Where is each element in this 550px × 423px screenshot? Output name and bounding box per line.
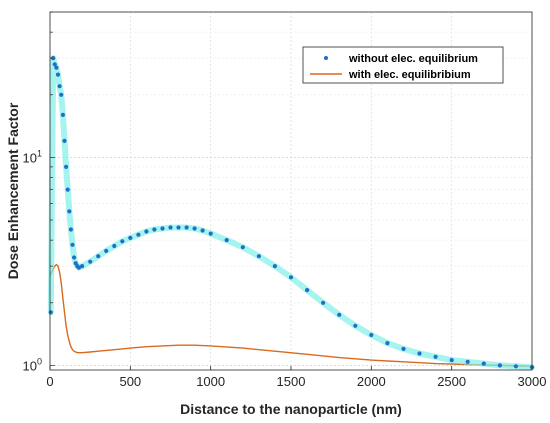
data-point-without-equilibrium — [65, 187, 70, 192]
data-point-without-equilibrium — [128, 235, 133, 240]
legend-box — [302, 46, 504, 84]
data-point-without-equilibrium — [168, 225, 173, 230]
data-point-without-equilibrium — [120, 239, 125, 244]
data-point-without-equilibrium — [72, 255, 77, 260]
data-point-without-equilibrium — [417, 351, 422, 356]
data-point-without-equilibrium — [96, 254, 101, 259]
data-point-without-equilibrium — [353, 323, 358, 328]
data-point-without-equilibrium — [176, 225, 181, 230]
x-tick-label: 0 — [46, 374, 53, 389]
data-point-without-equilibrium — [76, 265, 81, 270]
data-point-without-equilibrium — [481, 361, 486, 366]
data-point-without-equilibrium — [104, 248, 109, 253]
data-point-without-equilibrium — [59, 92, 64, 97]
data-point-without-equilibrium — [224, 238, 229, 243]
data-point-without-equilibrium — [513, 364, 519, 369]
data-point-without-equilibrium — [54, 65, 59, 70]
data-point-without-equilibrium — [497, 363, 502, 368]
data-point-without-equilibrium — [55, 72, 61, 77]
ticks: 0 500 1000 1500 2000 2500 3000 100 101 — [23, 11, 547, 389]
data-point-without-equilibrium — [88, 259, 93, 264]
legend: without elec. equilibrium with elec. equ… — [302, 46, 504, 84]
legend-label-with-equilibrium: with elec. equilibribium — [348, 69, 471, 81]
data-point-without-equilibrium — [401, 346, 406, 351]
data-point-without-equilibrium — [64, 164, 69, 169]
data-point-without-equilibrium — [184, 225, 189, 230]
y-tick-label: 101 — [23, 148, 42, 165]
x-tick-label: 2000 — [357, 374, 386, 389]
x-tick-label: 500 — [119, 374, 141, 389]
data-point-without-equilibrium — [369, 332, 374, 338]
data-point-without-equilibrium — [449, 358, 454, 363]
data-point-without-equilibrium — [51, 56, 56, 61]
legend-marker-without-equilibrium — [324, 56, 328, 60]
data-point-without-equilibrium — [68, 227, 73, 232]
data-point-without-equilibrium — [321, 300, 326, 305]
data-point-without-equilibrium — [67, 209, 72, 214]
x-tick-label: 3000 — [518, 374, 547, 389]
data-point-without-equilibrium — [144, 229, 149, 234]
data-point-without-equilibrium — [70, 242, 75, 247]
x-axis-label: Distance to the nanoparticle (nm) — [180, 401, 402, 417]
data-point-without-equilibrium — [433, 354, 438, 359]
x-tick-label: 1500 — [277, 374, 306, 389]
data-point-without-equilibrium — [288, 275, 294, 280]
data-point-without-equilibrium — [60, 112, 65, 117]
data-point-without-equilibrium — [52, 62, 57, 67]
data-point-without-equilibrium — [80, 264, 85, 269]
series-line-with-equilibrium — [49, 263, 533, 367]
series-layer — [47, 55, 535, 371]
data-point-without-equilibrium — [48, 310, 53, 315]
data-point-without-equilibrium — [256, 254, 261, 259]
data-point-without-equilibrium — [152, 227, 157, 232]
data-point-without-equilibrium — [136, 232, 141, 237]
data-point-without-equilibrium — [385, 341, 390, 346]
data-point-without-equilibrium — [465, 359, 470, 364]
data-point-without-equilibrium — [200, 228, 205, 233]
data-point-without-equilibrium — [305, 288, 310, 293]
data-point-without-equilibrium — [272, 264, 277, 269]
data-point-without-equilibrium — [62, 138, 67, 143]
x-tick-label: 1000 — [196, 374, 225, 389]
x-tick-label: 2500 — [437, 374, 466, 389]
data-point-without-equilibrium — [192, 226, 197, 231]
legend-label-without-equilibrium: without elec. equilibrium — [348, 53, 478, 65]
data-point-without-equilibrium — [208, 231, 213, 236]
data-point-without-equilibrium — [240, 245, 245, 250]
y-axis-label: Dose Enhancement Factor — [5, 102, 21, 279]
data-point-without-equilibrium — [337, 312, 342, 317]
data-point-without-equilibrium — [112, 243, 117, 249]
y-tick-label: 100 — [23, 356, 42, 373]
data-point-without-equilibrium — [57, 84, 62, 89]
data-point-without-equilibrium — [160, 226, 165, 231]
